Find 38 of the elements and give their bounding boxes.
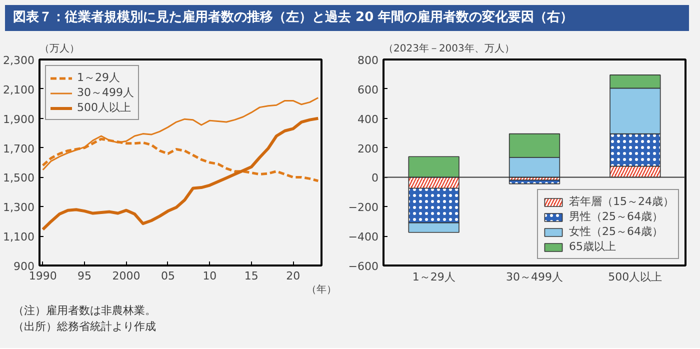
y-tick-label: 1,300 xyxy=(3,201,35,214)
y-axis-title: （2023年－2003年、万人） xyxy=(384,42,514,54)
y-tick-label: 1,500 xyxy=(3,172,35,185)
y-tick-label: −200 xyxy=(348,201,379,214)
text: （出所）総務省統計より作成 xyxy=(13,320,156,333)
y-tick-label: −600 xyxy=(348,260,379,273)
y-tick-label: 800 xyxy=(358,54,379,67)
x-tick-label: 15 xyxy=(244,270,258,282)
legend-label: 男性（25～64歳） xyxy=(569,209,663,224)
text: （注）雇用者数は非農林業。 xyxy=(13,304,156,317)
y-tick-label: 1,900 xyxy=(3,112,35,126)
y-tick-label: 400 xyxy=(358,112,379,126)
y-tick-label: 0 xyxy=(372,172,378,185)
x-tick-label: 500人以上 xyxy=(608,270,662,284)
legend-label: 500人以上 xyxy=(77,100,131,115)
chart-title: 図表７：従業者規模別に見た雇用者数の推移（左）と過去 20 年間の雇用者数の変化要因（右） xyxy=(13,9,574,27)
line-series xyxy=(41,116,320,231)
legend-label: 30～499人 xyxy=(77,85,134,100)
y-tick-label: 600 xyxy=(358,83,379,96)
y-tick-label: 2,100 xyxy=(3,83,35,96)
x-tick-label: 30～499人 xyxy=(506,270,564,284)
legend-label: 若年層（15～24歳） xyxy=(569,194,674,209)
x-tick-label: 05 xyxy=(160,270,175,282)
legend-label: 女性（25～64歳） xyxy=(569,224,663,239)
x-tick-label: 95 xyxy=(78,270,92,282)
y-tick-label: 1,100 xyxy=(3,230,35,244)
x-axis-title: （年） xyxy=(306,284,336,296)
x-tick-label: 10 xyxy=(202,270,217,282)
x-tick-label: 20 xyxy=(286,270,300,282)
y-tick-label: 2,300 xyxy=(3,54,35,67)
x-tick-label: 1～29人 xyxy=(412,270,456,284)
y-tick-label: −400 xyxy=(348,230,379,244)
x-tick-label: 2000 xyxy=(112,270,140,282)
y-tick-label: 1,700 xyxy=(3,142,35,156)
legend-label: 1～29人 xyxy=(77,70,120,85)
legend-label: 65歳以上 xyxy=(569,239,616,254)
y-tick-label: 200 xyxy=(358,142,379,156)
y-axis-title: （万人） xyxy=(40,44,80,54)
